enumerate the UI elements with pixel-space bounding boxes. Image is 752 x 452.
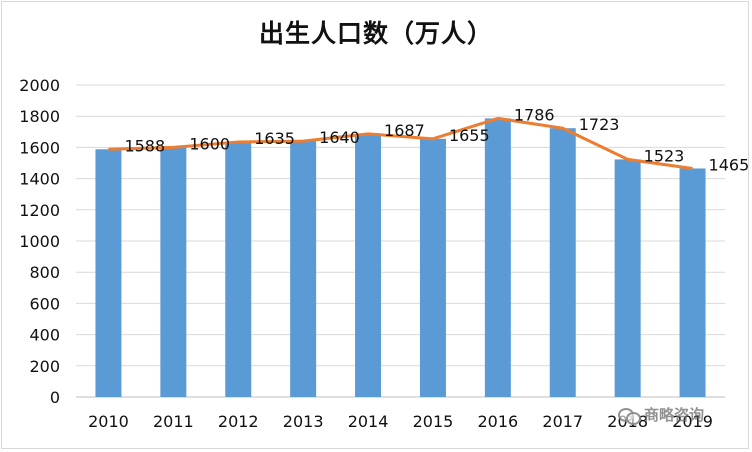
trend-line-path — [108, 116, 693, 170]
watermark-text: 商略咨询 — [644, 406, 705, 424]
y-tick-label: 1400 — [19, 170, 60, 189]
x-tick-label: 2011 — [153, 412, 194, 431]
x-tick-label: 2014 — [348, 412, 389, 431]
data-label: 1786 — [514, 105, 555, 124]
y-tick-label: 1000 — [19, 232, 60, 251]
x-tick-label: 2016 — [477, 412, 518, 431]
y-tick-label: 1600 — [19, 138, 60, 157]
x-tick-label: 2013 — [283, 412, 324, 431]
x-tick-label: 2015 — [413, 412, 454, 431]
y-tick-label: 600 — [29, 294, 60, 313]
y-tick-label: 0 — [50, 388, 60, 407]
data-label: 1523 — [644, 146, 685, 165]
bar — [484, 118, 511, 397]
bars — [95, 118, 706, 397]
data-label: 1640 — [319, 128, 360, 147]
bar — [160, 147, 187, 397]
bar — [355, 133, 382, 397]
trend-line — [108, 116, 693, 170]
y-tick-label: 800 — [29, 263, 60, 282]
y-axis-ticks: 0 200 400 600 800 1000 1200 1400 1600 1800 2000 — [19, 76, 60, 407]
data-label: 1465 — [709, 155, 750, 174]
bar — [419, 138, 446, 397]
y-tick-label: 200 — [29, 357, 60, 376]
x-tick-label: 2017 — [542, 412, 583, 431]
data-label: 1655 — [449, 126, 490, 145]
data-labels: 1588 1600 1635 1640 1687 1655 1786 1723 1523 1465 — [124, 105, 749, 174]
data-label: 1600 — [189, 134, 230, 153]
bar — [549, 128, 576, 397]
x-tick-label: 2019 — [672, 412, 713, 431]
bar — [679, 168, 706, 397]
chart-title: 出生人口数（万人） — [258, 19, 493, 48]
x-tick-label: 2012 — [218, 412, 259, 431]
data-label: 1635 — [254, 129, 295, 148]
data-label: 1588 — [124, 136, 165, 155]
bar — [614, 159, 641, 397]
y-tick-label: 1200 — [19, 201, 60, 220]
data-label: 1723 — [579, 115, 620, 134]
watermark: 商略咨询 — [618, 404, 704, 425]
chat-bubbles-icon — [618, 406, 641, 425]
data-label: 1687 — [384, 121, 425, 140]
y-tick-label: 400 — [29, 326, 60, 345]
x-tick-label: 2010 — [88, 412, 129, 431]
y-tick-label: 2000 — [19, 76, 60, 95]
bar — [225, 141, 252, 397]
bar — [290, 141, 317, 397]
y-tick-label: 1800 — [19, 107, 60, 126]
bar — [95, 149, 122, 397]
